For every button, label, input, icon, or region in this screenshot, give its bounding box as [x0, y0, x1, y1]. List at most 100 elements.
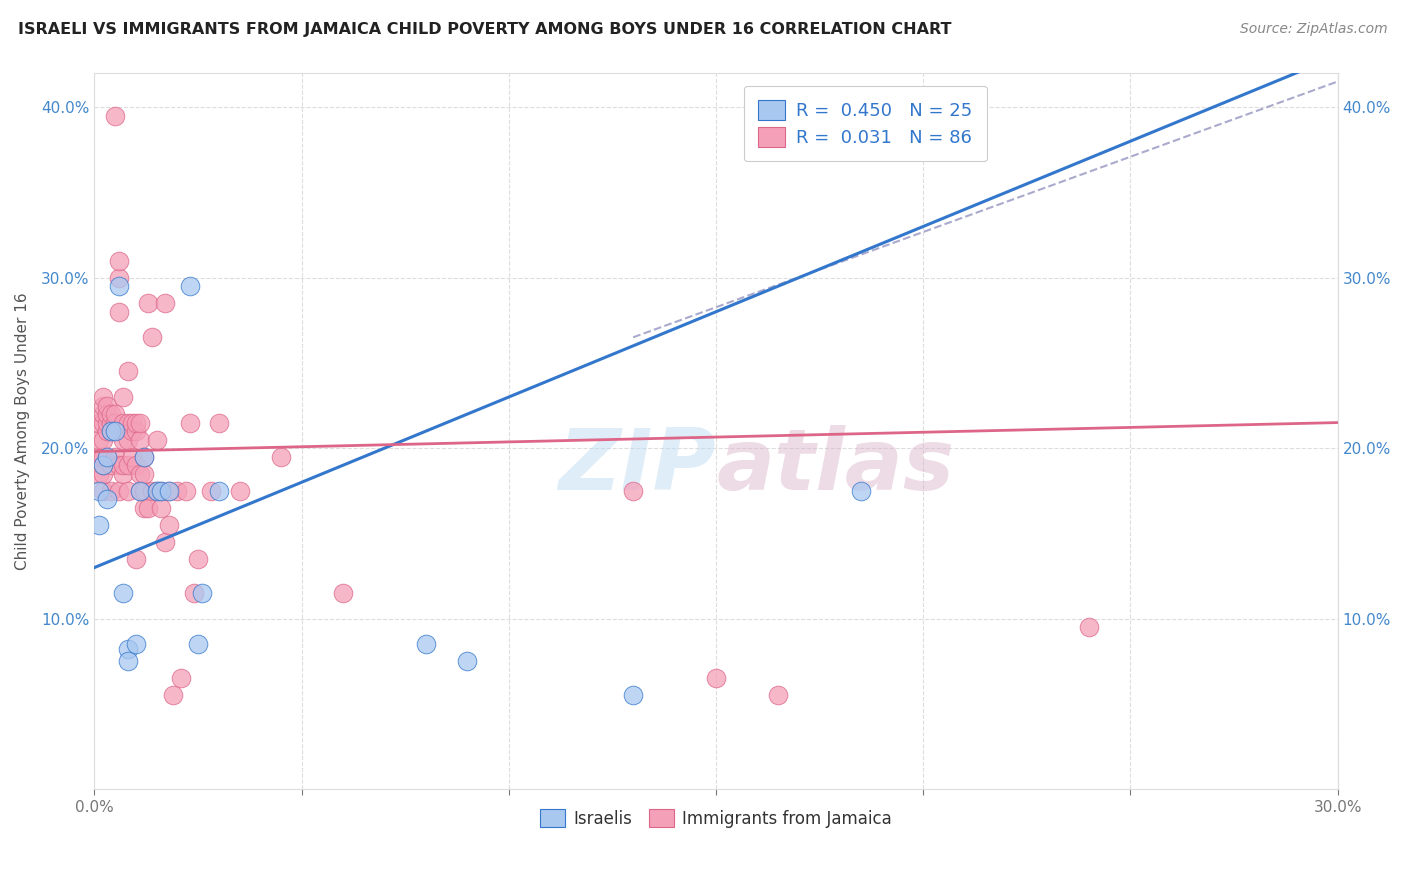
- Point: [125, 637, 148, 651]
- Point: [108, 483, 131, 498]
- Point: [100, 424, 122, 438]
- Point: [191, 586, 214, 600]
- Point: [145, 483, 167, 498]
- Point: [104, 424, 127, 438]
- Point: [96, 450, 118, 464]
- Point: [129, 483, 152, 498]
- Point: [621, 689, 644, 703]
- Point: [91, 467, 114, 481]
- Point: [166, 483, 188, 498]
- Point: [621, 483, 644, 498]
- Point: [100, 407, 122, 421]
- Point: [108, 458, 131, 473]
- Point: [170, 672, 193, 686]
- Point: [91, 483, 114, 498]
- Point: [117, 642, 139, 657]
- Point: [179, 416, 201, 430]
- Point: [138, 500, 160, 515]
- Point: [108, 253, 131, 268]
- Point: [125, 458, 148, 473]
- Point: [117, 483, 139, 498]
- Point: [766, 689, 789, 703]
- Y-axis label: Child Poverty Among Boys Under 16: Child Poverty Among Boys Under 16: [15, 293, 30, 570]
- Point: [100, 416, 122, 430]
- Point: [96, 399, 118, 413]
- Point: [332, 586, 354, 600]
- Point: [134, 467, 156, 481]
- Point: [117, 416, 139, 430]
- Point: [91, 458, 114, 473]
- Point: [112, 458, 135, 473]
- Point: [1078, 620, 1101, 634]
- Point: [121, 416, 143, 430]
- Point: [91, 407, 114, 421]
- Point: [162, 689, 184, 703]
- Point: [149, 483, 172, 498]
- Point: [153, 296, 176, 310]
- Point: [112, 416, 135, 430]
- Point: [228, 483, 250, 498]
- Point: [96, 450, 118, 464]
- Point: [129, 483, 152, 498]
- Point: [96, 424, 118, 438]
- Point: [100, 458, 122, 473]
- Point: [134, 450, 156, 464]
- Point: [108, 270, 131, 285]
- Point: [125, 552, 148, 566]
- Point: [108, 304, 131, 318]
- Point: [112, 586, 135, 600]
- Point: [104, 109, 127, 123]
- Point: [91, 416, 114, 430]
- Point: [145, 483, 167, 498]
- Point: [121, 450, 143, 464]
- Point: [138, 296, 160, 310]
- Point: [121, 424, 143, 438]
- Point: [91, 433, 114, 447]
- Point: [270, 450, 292, 464]
- Point: [117, 654, 139, 668]
- Point: [208, 416, 231, 430]
- Point: [208, 483, 231, 498]
- Text: atlas: atlas: [716, 425, 955, 508]
- Point: [87, 416, 110, 430]
- Point: [134, 483, 156, 498]
- Point: [415, 637, 437, 651]
- Point: [129, 467, 152, 481]
- Point: [179, 279, 201, 293]
- Point: [91, 399, 114, 413]
- Point: [187, 552, 209, 566]
- Point: [129, 416, 152, 430]
- Point: [91, 450, 114, 464]
- Point: [117, 458, 139, 473]
- Point: [117, 433, 139, 447]
- Point: [157, 517, 180, 532]
- Point: [104, 416, 127, 430]
- Text: ZIP: ZIP: [558, 425, 716, 508]
- Point: [157, 483, 180, 498]
- Point: [125, 416, 148, 430]
- Point: [149, 483, 172, 498]
- Text: Source: ZipAtlas.com: Source: ZipAtlas.com: [1240, 22, 1388, 37]
- Point: [200, 483, 222, 498]
- Point: [129, 433, 152, 447]
- Point: [187, 637, 209, 651]
- Point: [108, 279, 131, 293]
- Point: [849, 483, 872, 498]
- Point: [100, 483, 122, 498]
- Point: [125, 424, 148, 438]
- Point: [87, 433, 110, 447]
- Point: [104, 407, 127, 421]
- Point: [183, 586, 205, 600]
- Point: [91, 390, 114, 404]
- Point: [91, 458, 114, 473]
- Point: [96, 407, 118, 421]
- Legend: Israelis, Immigrants from Jamaica: Israelis, Immigrants from Jamaica: [533, 803, 898, 835]
- Point: [112, 467, 135, 481]
- Point: [96, 492, 118, 507]
- Point: [104, 450, 127, 464]
- Point: [704, 672, 727, 686]
- Point: [134, 450, 156, 464]
- Point: [174, 483, 197, 498]
- Point: [87, 450, 110, 464]
- Point: [141, 330, 163, 344]
